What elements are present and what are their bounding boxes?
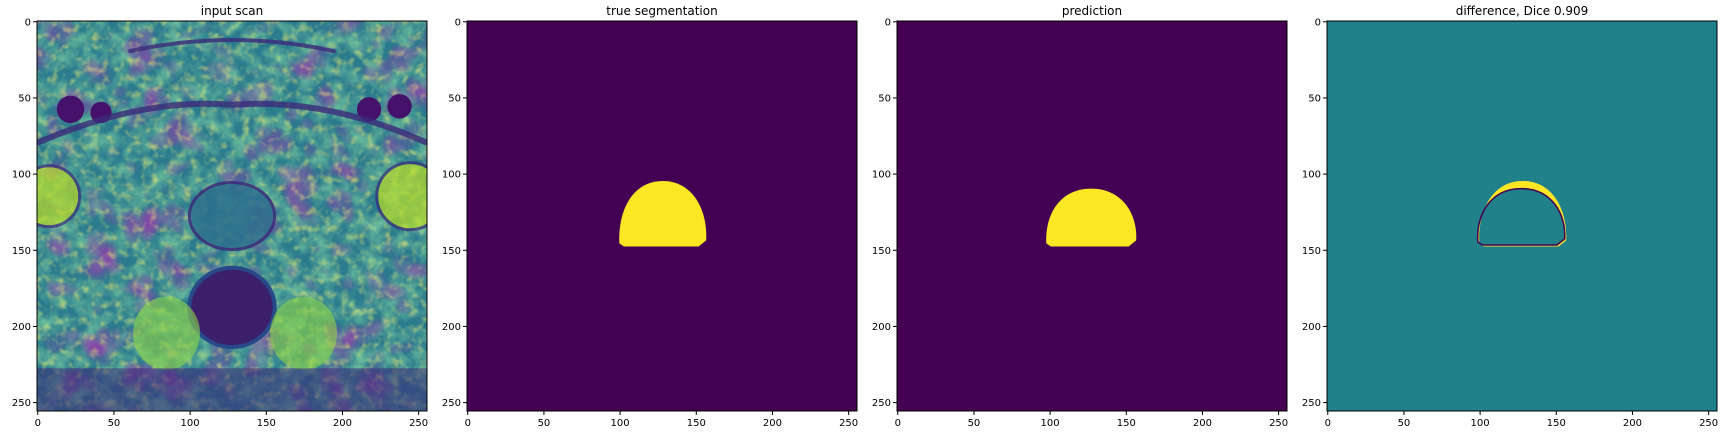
y-tick-label: 100: [872, 170, 891, 181]
y-tick-label: 150: [442, 246, 461, 257]
x-tick-label: 100: [1471, 418, 1490, 429]
y-tick-label: 0: [455, 17, 461, 28]
y-tick-label: 200: [12, 322, 31, 333]
panel-4: difference, Dice 0.909 0 50 100 150 200 250 0 50…: [1302, 4, 1718, 429]
y-tick-label: 100: [1302, 170, 1321, 181]
y-tick-label: 150: [12, 246, 31, 257]
x-tick-label: 200: [763, 418, 782, 429]
panel-1: input scan 0 50 100 150 200 250 0 50 100 150 200 250: [12, 4, 428, 429]
x-tick-label: 150: [1117, 418, 1136, 429]
difference-background: [1327, 21, 1717, 411]
panel-title: prediction: [1062, 4, 1122, 18]
y-tick-label: 250: [442, 398, 461, 409]
axes-frame: [36, 20, 428, 412]
panel-title: input scan: [201, 4, 264, 18]
panel-title: true segmentation: [606, 4, 717, 18]
true-mask-region: [619, 180, 707, 247]
panel-title: difference, Dice 0.909: [1456, 4, 1589, 18]
panel-2: true segmentation 0 50 100 150 200 250 0 50 100 15…: [442, 4, 858, 429]
x-tick-label: 200: [1623, 418, 1642, 429]
y-tick-label: 250: [872, 398, 891, 409]
y-tick-label: 200: [872, 322, 891, 333]
y-tick-label: 100: [442, 170, 461, 181]
x-tick-label: 250: [1699, 418, 1718, 429]
y-tick-label: 0: [1315, 17, 1321, 28]
x-tick-label: 250: [1269, 418, 1288, 429]
x-tick-label: 50: [1398, 418, 1411, 429]
x-tick-label: 100: [1041, 418, 1060, 429]
x-tick-label: 0: [35, 418, 41, 429]
x-tick-label: 100: [611, 418, 630, 429]
y-tick-label: 150: [872, 246, 891, 257]
y-tick-label: 150: [1302, 246, 1321, 257]
y-tick-label: 50: [448, 93, 461, 104]
y-tick-label: 0: [25, 17, 31, 28]
x-tick-label: 150: [257, 418, 276, 429]
x-tick-label: 200: [333, 418, 352, 429]
y-tick-label: 200: [1302, 322, 1321, 333]
x-tick-label: 50: [538, 418, 551, 429]
x-tick-label: 0: [895, 418, 901, 429]
x-tick-label: 250: [839, 418, 858, 429]
mri-image: [37, 21, 427, 411]
y-tick-label: 200: [442, 322, 461, 333]
y-tick-label: 50: [18, 93, 31, 104]
x-tick-label: 100: [181, 418, 200, 429]
y-tick-label: 50: [878, 93, 891, 104]
x-tick-label: 50: [108, 418, 121, 429]
x-tick-label: 150: [1547, 418, 1566, 429]
x-tick-label: 50: [968, 418, 981, 429]
y-tick-label: 100: [12, 170, 31, 181]
y-tick-label: 0: [885, 17, 891, 28]
panel-3: prediction 0 50 100 150 200 250 0 50 100 150 200 250: [872, 4, 1288, 429]
y-tick-label: 250: [1302, 398, 1321, 409]
x-tick-label: 0: [465, 418, 471, 429]
x-tick-label: 250: [409, 418, 428, 429]
axes-frame: [1326, 20, 1718, 412]
predicted-mask-region: [1046, 188, 1137, 247]
axes-frame: [466, 20, 858, 412]
x-tick-label: 200: [1193, 418, 1212, 429]
false-positive-edge: [1477, 187, 1566, 246]
x-tick-label: 150: [687, 418, 706, 429]
x-tick-label: 0: [1325, 418, 1331, 429]
y-tick-label: 250: [12, 398, 31, 409]
y-tick-label: 50: [1308, 93, 1321, 104]
axes-frame: [896, 20, 1288, 412]
